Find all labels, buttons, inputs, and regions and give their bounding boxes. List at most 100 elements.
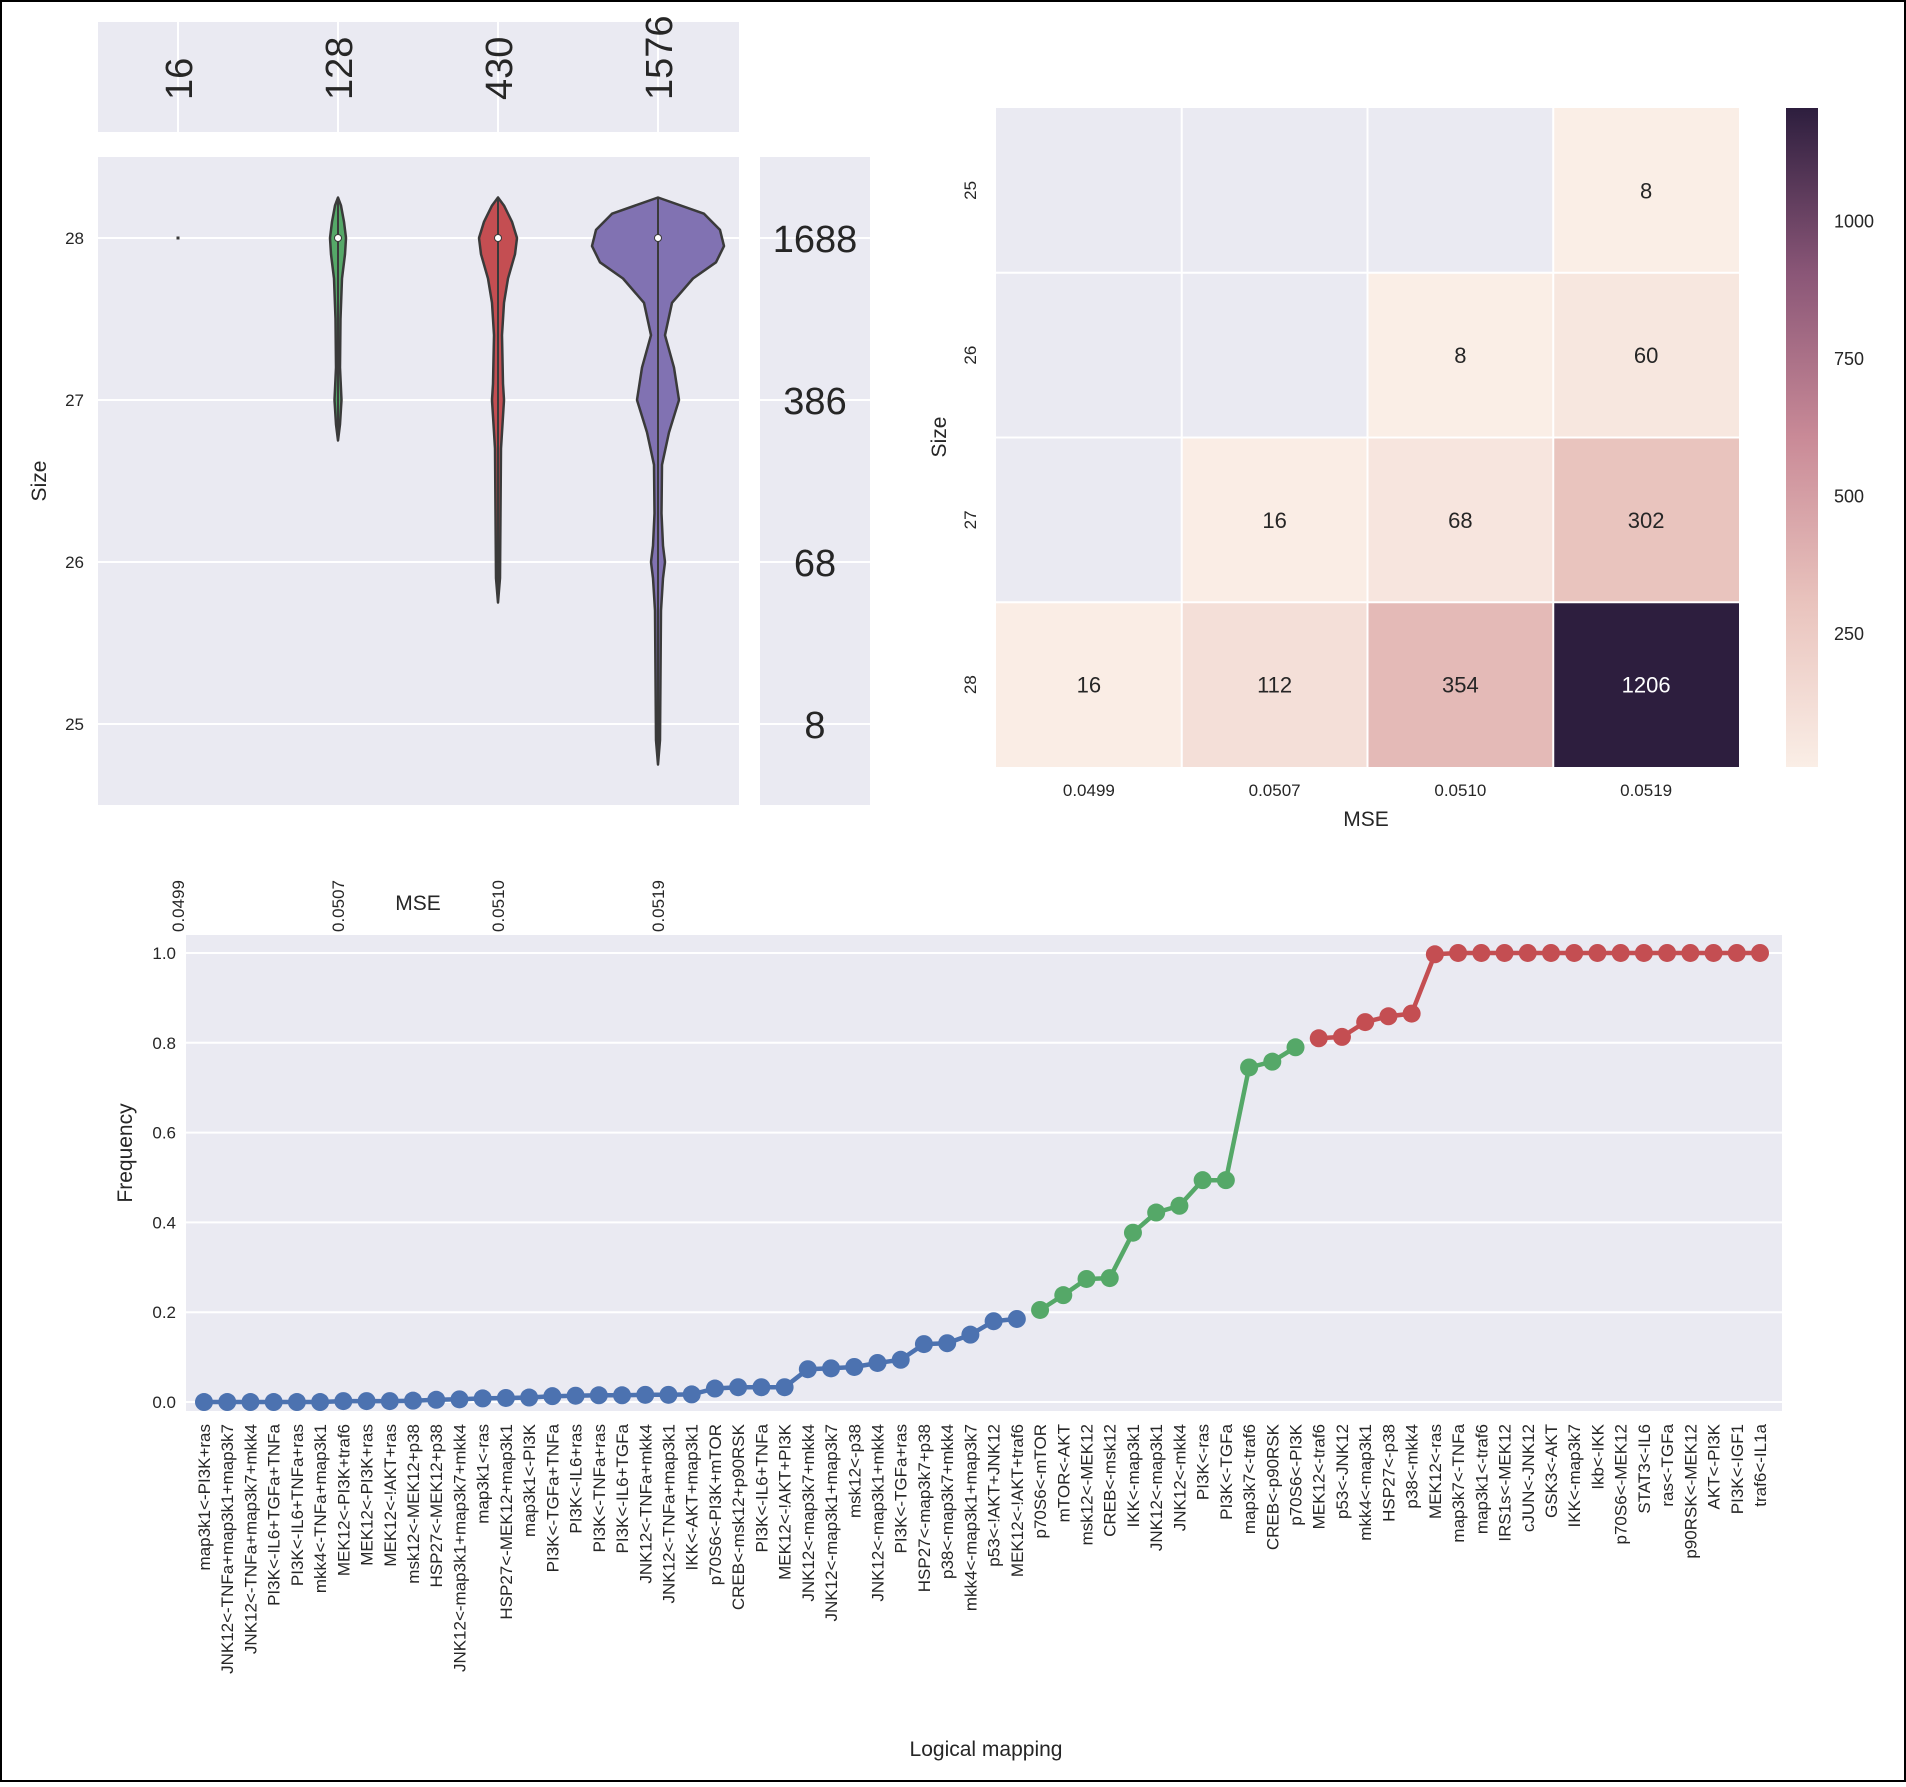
pointplot-y-tick-label: 0.4 (152, 1213, 176, 1232)
heatmap-cell-label: 302 (1628, 508, 1665, 533)
heatmap-cell (1367, 602, 1554, 767)
colorbar-tick-label: 500 (1834, 486, 1864, 506)
pointplot-y-axis-label: Frequency (114, 1103, 137, 1203)
top-marginal-count: 128 (319, 37, 361, 100)
pointplot-point (1054, 1286, 1073, 1305)
pointplot-point (1031, 1300, 1050, 1319)
pointplot-point (1263, 1052, 1282, 1071)
top-marginal-count: 1576 (639, 15, 681, 100)
heatmap-x-tick-label: 0.0499 (1063, 781, 1115, 800)
heatmap-cell-label: 112 (1257, 673, 1292, 698)
heatmap-x-axis-label: MSE (1343, 808, 1389, 831)
pointplot-point (775, 1378, 794, 1397)
pointplot-point (218, 1393, 237, 1412)
pointplot-x-tick-label: CREB<-p90RSK (1263, 1423, 1282, 1550)
pointplot-point (427, 1390, 446, 1409)
pointplot-point (613, 1386, 632, 1405)
heatmap-cell-label: 8 (1454, 343, 1466, 368)
heatmap-x-tick-label: 0.0519 (1620, 781, 1672, 800)
pointplot-point (1286, 1038, 1305, 1057)
pointplot-point (1565, 943, 1584, 962)
pointplot-x-tick-labels: map3k1<-PI3K+ras JNK12<-TNFa+map3k1+map3k… (195, 1423, 1770, 1674)
heatmap-cell (1553, 108, 1739, 273)
heatmap-cell (1553, 272, 1739, 438)
pointplot-x-tick-label: IKK<-map3k7 (1565, 1424, 1584, 1527)
pointplot-point (195, 1393, 213, 1412)
pointplot-point (241, 1393, 260, 1412)
pointplot-point (520, 1388, 539, 1407)
violin-x-tick-label: 0.0507 (329, 880, 348, 932)
heatmap-cell (1553, 602, 1739, 767)
heatmap-cell-labels: 8 8 60 16 68 302 16 112 354 1206 (1077, 178, 1671, 697)
pointplot-point (1332, 1027, 1351, 1046)
pointplot-point (543, 1387, 562, 1406)
pointplot-x-tick-label: JNK12<-TNFa+map3k1+map3k7 (218, 1424, 237, 1674)
violin-x-axis-label: MSE (395, 892, 441, 915)
pointplot-y-tick-label: 0.0 (152, 1393, 176, 1412)
pointplot-point (311, 1393, 330, 1412)
violin-0.0499 (176, 236, 180, 240)
heatmap-cell (1181, 437, 1368, 603)
pointplot-point (1518, 943, 1537, 962)
pointplot-point (938, 1334, 957, 1353)
pointplot-x-tick-label: JNK12<-TNFa+mkk4 (636, 1424, 655, 1584)
heatmap-cell (996, 602, 1182, 767)
pointplot-x-tick-label: map3k1<-PI3K (520, 1423, 539, 1537)
violin-x-tick-labels: 0.0499 0.0507 0.0510 0.0519 (169, 880, 668, 932)
heatmap-cell-label: 16 (1077, 673, 1101, 698)
right-marginal-counts: 1688 386 68 8 (773, 219, 858, 747)
heatmap-cell-label: 16 (1262, 508, 1286, 533)
pointplot-x-tick-label: JNK12<-map3k1+map3k7+mkk4 (450, 1424, 469, 1672)
pointplot-x-tick-label: IKK<-AKT+map3k1 (683, 1424, 702, 1570)
pointplot-x-tick-label: map3k1<-ras (474, 1424, 493, 1524)
pointplot-point (1425, 945, 1444, 964)
violin-gridlines (98, 237, 739, 725)
violin-shapes (176, 196, 726, 766)
pointplot-point (682, 1385, 701, 1404)
pointplot-point (822, 1359, 841, 1378)
pointplot-y-tick-label: 1.0 (152, 944, 176, 963)
heatmap-x-tick-labels: 0.0499 0.0507 0.0510 0.0519 (1063, 781, 1672, 800)
pointplot-y-tick-label: 0.8 (152, 1034, 176, 1053)
pointplot-point (589, 1386, 608, 1405)
violin-y-tick-label: 28 (65, 229, 84, 248)
right-marginal-panel (760, 157, 870, 805)
pointplot-x-tick-label: mkk4<-TNFa+map3k1 (311, 1424, 330, 1593)
pointplot-point (1123, 1223, 1142, 1242)
pointplot-point (1007, 1309, 1026, 1328)
right-marginal-count: 8 (804, 705, 825, 747)
pointplot-x-tick-label: JNK12<-map3k1+mkk4 (868, 1424, 887, 1602)
pointplot-x-tick-label: MEK12<-!AKT+ras (381, 1424, 400, 1567)
pointplot-point (496, 1388, 515, 1407)
pointplot-y-tick-label: 0.6 (152, 1124, 176, 1143)
pointplot-x-tick-label: JNK12<-TNFa+map3k7+mkk4 (241, 1424, 260, 1654)
pointplot-x-tick-label: PI3K<-IL6+TNFa+ras (288, 1424, 307, 1586)
pointplot-x-tick-label: JNK12<-map3k7+mkk4 (799, 1424, 818, 1602)
colorbar-tick-label: 250 (1834, 624, 1864, 644)
violin-x-tick-label: 0.0519 (649, 880, 668, 932)
colorbar-tick-label: 1000 (1834, 211, 1874, 231)
pointplot-point (1541, 943, 1560, 962)
heatmap-x-tick-label: 0.0510 (1434, 781, 1486, 800)
pointplot-point (1379, 1007, 1398, 1026)
pointplot-x-tick-label: traf6<-IL1a (1751, 1423, 1770, 1506)
pointplot-points (195, 943, 1769, 1412)
pointplot-x-tick-label: msk12<-MEK12+p38 (404, 1424, 423, 1584)
pointplot-point (1681, 943, 1700, 962)
pointplot-x-tick-label: MEK12<-!AKT+PI3K (776, 1423, 795, 1580)
pointplot-x-tick-label: MEK12<-!AKT+traf6 (1008, 1424, 1027, 1577)
pointplot-x-tick-label: HSP27<-p38 (1379, 1424, 1398, 1522)
pointplot-y-tick-label: 0.2 (152, 1303, 176, 1322)
pointplot-y-tick-labels: 0.0 0.2 0.4 0.6 0.8 1.0 (152, 944, 176, 1412)
pointplot-x-tick-label: map3k1<-PI3K+ras (195, 1424, 214, 1570)
heatmap-y-tick-label: 27 (961, 510, 980, 529)
pointplot-x-tick-label: PI3K<-TGFa+ras (892, 1424, 911, 1553)
pointplot-point (1751, 943, 1769, 962)
pointplot-point (984, 1312, 1003, 1331)
pointplot-x-tick-label: p53<-!AKT+JNK12 (985, 1424, 1004, 1567)
top-marginal-gridlines (177, 22, 659, 132)
heatmap-y-axis-label: Size (928, 417, 951, 458)
colorbar (1786, 108, 1818, 767)
